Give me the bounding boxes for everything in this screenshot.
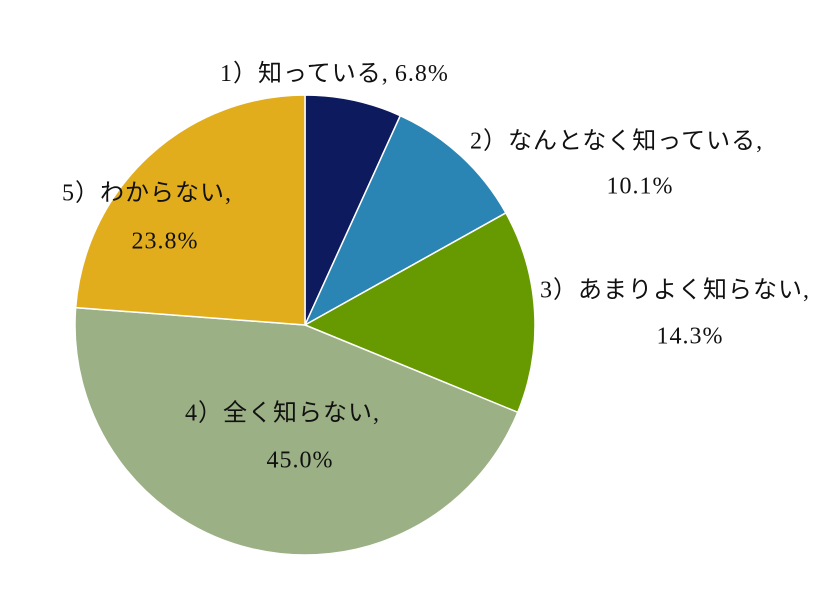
pie-slice <box>74 306 519 556</box>
pie-slice <box>303 211 536 414</box>
category-label: 4）全く知らない, <box>185 400 380 427</box>
value-label: 10.1% <box>607 174 674 200</box>
value-label: 14.3% <box>657 324 724 350</box>
category-label: 5）わからない, <box>62 181 232 207</box>
category-label: 3）あまりよく知らない, <box>540 277 810 304</box>
value-label: 23.8% <box>132 229 199 255</box>
value-label: 45.0% <box>267 448 334 474</box>
category-label: 1）知っている, <box>220 60 389 87</box>
value-label: 6.8% <box>395 61 449 87</box>
pie-slice <box>303 114 507 327</box>
pie-slice <box>74 94 306 326</box>
slice-label: 1）知っている, 6.8% <box>220 60 449 87</box>
category-label: 2）なんとなく知っている, <box>470 128 763 155</box>
